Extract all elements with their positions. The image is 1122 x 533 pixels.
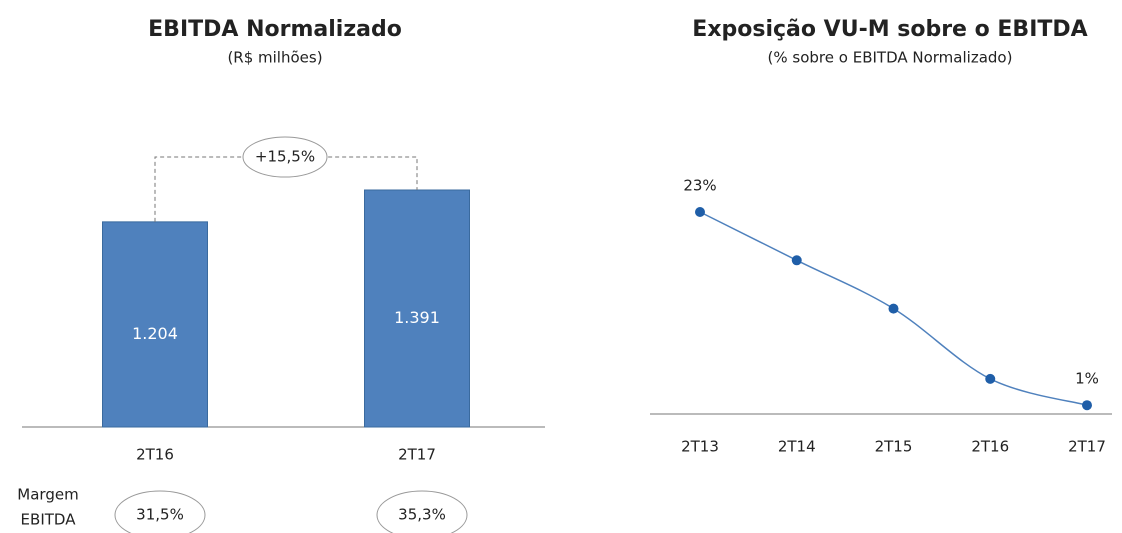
margin-ellipse: [376, 490, 468, 533]
margin-label: Margem: [17, 486, 78, 504]
value-label: 1%: [1075, 370, 1099, 388]
chart-subtitle: (R$ milhões): [227, 49, 322, 67]
value-label: 1.391: [394, 308, 440, 327]
chart-title: EBITDA Normalizado: [148, 17, 402, 42]
chart-subtitle: (% sobre o EBITDA Normalizado): [768, 49, 1013, 67]
bar: [364, 189, 470, 428]
point: [985, 373, 996, 384]
chart-title: Exposição VU-M sobre o EBITDA: [692, 17, 1087, 42]
bracket: [154, 156, 418, 222]
point: [1082, 400, 1092, 411]
x-tick-label: 2T15: [875, 438, 913, 456]
point: [695, 207, 705, 217]
x-tick-label: 2T16: [971, 438, 1009, 456]
margin-value: 31,5%: [136, 506, 184, 524]
x-tick-label: 2T17: [398, 446, 436, 464]
point: [888, 303, 899, 314]
value-label: 23%: [683, 177, 716, 195]
x-tick-label: 2T17: [1068, 438, 1106, 456]
value-label: 1.204: [132, 324, 178, 343]
annotation: +15,5%: [255, 148, 315, 166]
margin-label: EBITDA: [21, 511, 77, 529]
point: [791, 255, 802, 266]
margin-value: 35,3%: [398, 506, 446, 524]
x-tick-label: 2T13: [681, 438, 719, 456]
x-tick-label: 2T14: [778, 438, 816, 456]
margin-ellipse: [114, 490, 206, 533]
bar: [102, 221, 208, 428]
x-tick-label: 2T16: [136, 446, 174, 464]
annotation-ellipse: [242, 136, 328, 178]
